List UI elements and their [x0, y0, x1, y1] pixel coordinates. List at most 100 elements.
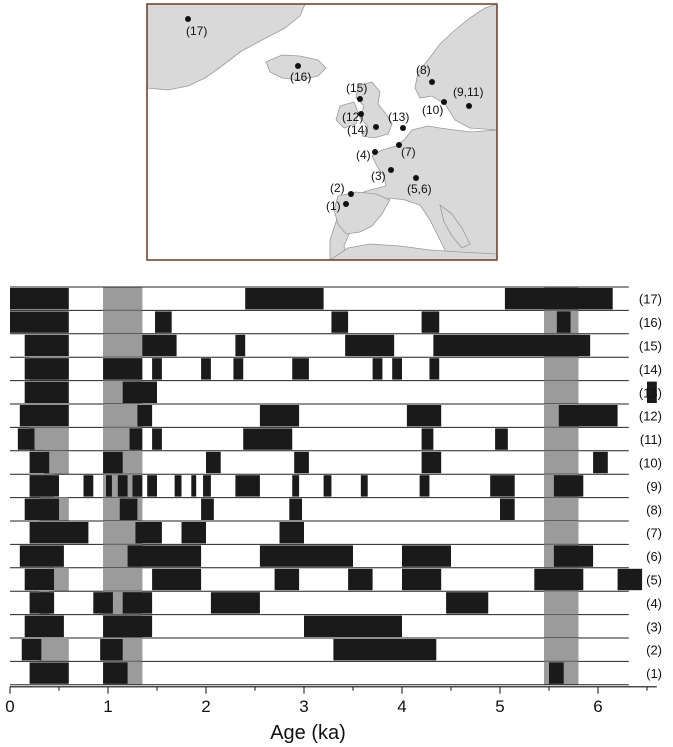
event-bar [304, 615, 402, 637]
event-bar [10, 288, 69, 310]
site-label: (9,11) [453, 85, 483, 99]
event-bar [617, 568, 643, 591]
site-dot [372, 149, 378, 155]
row-shade [544, 614, 579, 638]
row-label: (2) [646, 643, 662, 658]
site-dot [396, 142, 402, 148]
row-8 [10, 474, 629, 499]
event-bar [331, 311, 349, 333]
map-site: (16) [290, 63, 311, 84]
event-bar [534, 568, 584, 591]
event-bar [24, 498, 59, 520]
event-bar [201, 358, 211, 380]
event-bar [421, 428, 434, 450]
row-shade [544, 357, 579, 381]
map-site: (17) [185, 16, 207, 38]
site-label: (16) [290, 70, 311, 84]
event-bar [360, 475, 368, 497]
row-3 [10, 357, 629, 382]
event-bar [19, 405, 69, 427]
event-bar [259, 405, 300, 427]
row-shade [103, 521, 143, 545]
row-label: (4) [646, 596, 662, 611]
event-bar [593, 451, 608, 474]
event-bar [24, 358, 69, 380]
event-bar [647, 381, 657, 403]
site-label: (8) [416, 63, 431, 77]
event-bar [24, 568, 55, 591]
site-dot [358, 111, 364, 117]
row-shade [544, 638, 579, 662]
site-label: (2) [330, 181, 345, 195]
event-bar [127, 545, 202, 567]
row-5 [10, 404, 629, 428]
row-shade [544, 521, 579, 545]
event-bar [24, 381, 69, 403]
row-shade [54, 567, 69, 592]
event-bar [119, 498, 138, 520]
x-tick-label: 1 [103, 697, 112, 716]
row-shade [103, 287, 143, 311]
row-labels: (17) (16) (15) (14) (13) (12) (11) (10) (9) (8) (7… [639, 292, 662, 681]
site-label: (12) [342, 110, 363, 124]
event-bar [372, 358, 383, 380]
row-label: (11) [640, 432, 662, 447]
row-6 [10, 427, 629, 452]
row-label: (17) [639, 292, 662, 307]
site-label: (14) [347, 123, 368, 137]
event-bar [83, 475, 94, 497]
event-bar [24, 615, 64, 637]
event-bar [235, 475, 260, 497]
event-bar [495, 428, 508, 450]
event-bar [103, 615, 153, 637]
event-bar [392, 358, 402, 380]
event-bar [421, 451, 442, 474]
event-bar [181, 522, 206, 544]
event-bar [504, 288, 613, 310]
event-bar [93, 592, 113, 614]
event-bar [201, 498, 214, 520]
map-site: (4) [356, 148, 378, 162]
row-label: (7) [646, 526, 662, 541]
event-bar [233, 358, 244, 380]
map-frame [146, 3, 498, 261]
row-label: (14) [639, 362, 662, 377]
site-dot [295, 63, 301, 69]
event-bar [235, 334, 246, 357]
event-bar [549, 662, 564, 684]
site-label: (7) [401, 145, 416, 159]
event-bar [29, 475, 59, 497]
map-site: (14) [347, 123, 379, 137]
event-bar [129, 428, 143, 450]
event-bars [10, 286, 657, 686]
row-7 [10, 450, 629, 475]
event-bar [21, 639, 42, 661]
map-site: (7) [396, 142, 416, 159]
x-axis: 0 1 2 3 4 5 6 [5, 686, 657, 716]
row-2 [10, 333, 629, 358]
event-bar [24, 334, 69, 357]
event-bar [556, 311, 571, 333]
event-bar [100, 639, 123, 661]
event-bar [279, 522, 304, 544]
site-dot [373, 124, 379, 130]
map-site: (9,11) [453, 85, 483, 109]
event-bar [553, 475, 584, 497]
site-label: (15) [346, 81, 367, 95]
row-label: (12) [639, 409, 662, 424]
event-bar [500, 498, 515, 520]
event-bar [29, 451, 50, 474]
event-bar [132, 475, 143, 497]
row-12 [10, 567, 643, 592]
site-label: (3) [371, 169, 386, 183]
event-bar [29, 662, 69, 684]
event-bar [429, 358, 440, 380]
x-tick-label: 0 [5, 697, 14, 716]
site-map: (17) (16) (15) (8) (12)(14) (13) (10) (9,11) (7)… [146, 3, 498, 261]
event-bar [152, 568, 202, 591]
map-site: (8) [416, 63, 435, 85]
event-bar [17, 428, 35, 450]
event-bar [421, 311, 440, 333]
site-label: (4) [356, 148, 371, 162]
